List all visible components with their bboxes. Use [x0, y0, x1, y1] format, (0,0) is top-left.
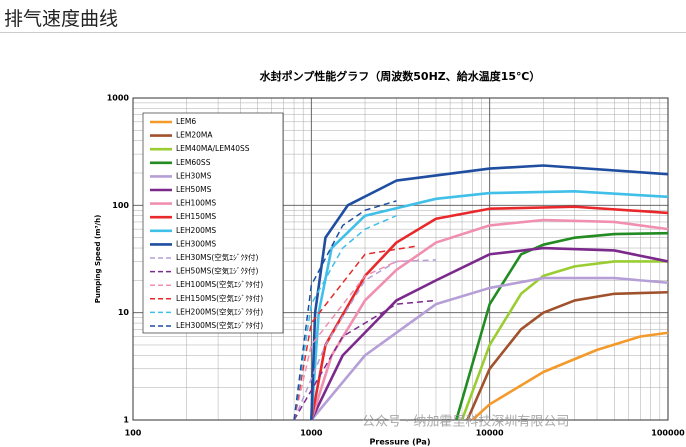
header-title: 排气速度曲线 [4, 8, 119, 30]
legend-label: LEH300MS(空気ｴｼﾞｸﾀ付) [176, 320, 263, 330]
legend-label: LEH50MS(空気ｴｼﾞｸﾀ付) [176, 266, 259, 276]
series-line [455, 231, 669, 421]
series-line [293, 200, 397, 421]
x-tick-label: 10000 [476, 429, 504, 438]
legend-label: LEH100MS [176, 199, 216, 208]
y-tick-label: 1 [123, 416, 129, 425]
legend-label: LEH100MS(空気ｴｼﾞｸﾀ付) [176, 279, 263, 289]
legend-label: LEH30MS(空気ｴｼﾞｸﾀ付) [176, 252, 259, 262]
series-line [293, 215, 397, 421]
series-line [460, 260, 668, 421]
legend-label: LEM6 [176, 117, 196, 126]
series-line [310, 164, 669, 421]
x-tick-label: 100 [125, 429, 142, 438]
legend-label: LEM60SS [176, 158, 211, 167]
y-tick-label: 10 [118, 308, 130, 317]
legend-label: LEH150MS [176, 212, 216, 221]
legend-label: LEH50MS [176, 185, 212, 194]
series-line [310, 276, 669, 421]
legend-label: LEM20MA [176, 131, 213, 140]
legend-label: LEH200MS [176, 226, 216, 235]
series-line [293, 259, 437, 421]
x-tick-label: 100000 [651, 429, 685, 438]
legend-label: LEH300MS [176, 239, 216, 248]
x-axis-label: Pressure (Pa) [370, 438, 431, 447]
series-line [471, 331, 669, 421]
y-tick-label: 100 [112, 201, 129, 210]
x-tick-label: 1000 [300, 429, 323, 438]
series-line [310, 246, 669, 421]
y-axis-label: Pumping Speed (m³/h) [94, 215, 102, 304]
series-line [293, 259, 419, 421]
plot-frame [132, 97, 669, 421]
chart-title: 水封ポンプ性能グラフ（周波数50HZ、給水温度15℃） [260, 69, 541, 83]
series-line [310, 218, 669, 421]
watermark: 公众号 · 纳加霍里科技深圳有限公司 [362, 415, 569, 430]
series-line [293, 245, 419, 421]
legend-label: LEH30MS [176, 171, 212, 180]
y-tick-label: 1000 [107, 94, 130, 103]
legend-label: LEH200MS(空気ｴｼﾞｸﾀ付) [176, 306, 263, 316]
legend-label: LEH150MS(空気ｴｼﾞｸﾀ付) [176, 293, 263, 303]
legend-label: LEM40MA/LEM40SS [176, 144, 250, 153]
header-rule [0, 32, 686, 33]
series-line [310, 190, 669, 421]
series-line [466, 290, 669, 421]
